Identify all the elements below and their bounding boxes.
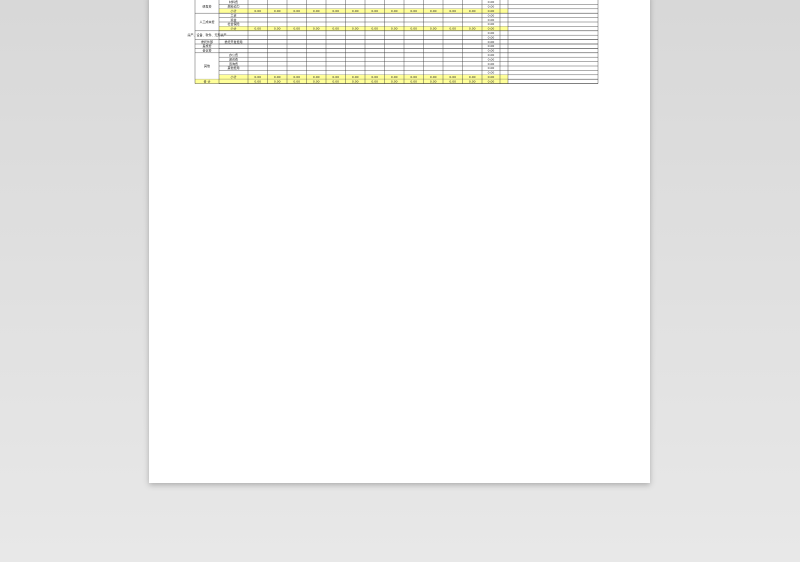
row-total: 0.00 [488,75,495,79]
cell-value: 0.00 [449,9,456,13]
cell-value: 0.00 [254,79,261,83]
cell-value: 0.00 [293,75,300,79]
cell-value: 0.00 [371,75,378,79]
cell-value: 0.00 [430,79,437,83]
row-total: 0.00 [488,49,495,53]
group-label: 房产、设备、软件、无形资产 [187,32,226,37]
row-label: 小计 [230,74,236,79]
cell-value: 0.00 [313,79,320,83]
cell-value: 0.00 [254,9,261,13]
row-total: 0.00 [488,0,495,4]
row-label: 小计 [230,26,236,31]
group-label: 研发费 [202,4,211,9]
highlight-row [219,74,508,80]
row-total: 0.00 [488,71,495,75]
cell-value: 0.00 [352,79,359,83]
group-label: 其他 [204,63,210,68]
cell-value: 0.00 [254,75,261,79]
document-page [149,0,650,483]
group-label: 委托外部 [201,39,213,44]
row-label: 燃料动力 [227,4,239,9]
row-label: 咨询费 [229,61,238,66]
cell-value: 0.00 [469,27,476,31]
cell-value: 0.00 [293,27,300,31]
cell-value: 0.00 [410,75,417,79]
highlight-row [219,26,508,31]
row-total: 0.00 [488,79,495,83]
group-label: 人工成本费 [199,19,214,24]
cell-value: 0.00 [371,27,378,31]
cell-value: 0.00 [313,75,320,79]
cell-value: 0.00 [391,79,398,83]
cell-value: 0.00 [332,27,339,31]
highlight-row [219,8,508,14]
row-total: 0.00 [488,18,495,22]
group-label: 差旅费 [202,43,211,48]
cell-value: 0.00 [332,9,339,13]
cell-value: 0.00 [391,9,398,13]
row-label: 委托开发费用 [224,39,242,44]
cell-value: 0.00 [391,75,398,79]
row-total: 0.00 [488,35,495,39]
cell-value: 0.00 [430,9,437,13]
cell-value: 0.00 [332,79,339,83]
cell-value: 0.00 [469,75,476,79]
cell-value: 0.00 [430,75,437,79]
row-label: 工资 [230,12,236,17]
row-label: 奖金 [230,17,236,22]
row-total: 0.00 [488,9,495,13]
row-total: 0.00 [488,13,495,17]
cell-value: 0.00 [254,27,261,31]
cell-value: 0.00 [293,9,300,13]
cell-value: 0.00 [449,75,456,79]
cell-value: 0.00 [430,27,437,31]
row-total: 0.00 [488,57,495,61]
cell-value: 0.00 [469,9,476,13]
cell-value: 0.00 [449,27,456,31]
cell-value: 0.00 [274,79,281,83]
row-label: 办公费 [229,52,238,57]
cell-value: 0.00 [313,9,320,13]
cell-value: 0.00 [469,79,476,83]
row-total: 0.00 [488,62,495,66]
cell-value: 0.00 [313,27,320,31]
cell-value: 0.00 [352,27,359,31]
cell-value: 0.00 [449,79,456,83]
cell-value: 0.00 [371,79,378,83]
row-total: 0.00 [488,53,495,57]
cell-value: 0.00 [410,79,417,83]
row-label: 通讯费 [229,56,238,61]
row-total: 0.00 [488,22,495,26]
cell-value: 0.00 [274,27,281,31]
row-label: 材料费 [229,0,238,4]
cell-value: 0.00 [352,75,359,79]
cell-value: 0.00 [410,27,417,31]
cell-value: 0.00 [352,9,359,13]
row-total: 0.00 [488,44,495,48]
row-total: 0.00 [488,27,495,31]
row-total: 0.00 [488,40,495,44]
group-label: 合 计 [204,78,211,83]
row-label: 小计 [230,8,236,13]
row-label: 社会保险 [227,21,239,26]
highlight-row [195,79,508,84]
cell-value: 0.00 [391,27,398,31]
cell-value: 0.00 [274,75,281,79]
cell-value: 0.00 [274,9,281,13]
cell-value: 0.00 [293,79,300,83]
row-label: 其他费用 [227,65,239,70]
row-total: 0.00 [488,5,495,9]
group-label: 会议费 [202,48,211,53]
row-total: 0.00 [488,31,495,35]
cell-value: 0.00 [371,9,378,13]
cell-value: 0.00 [332,75,339,79]
row-total: 0.00 [488,66,495,70]
cell-value: 0.00 [410,9,417,13]
